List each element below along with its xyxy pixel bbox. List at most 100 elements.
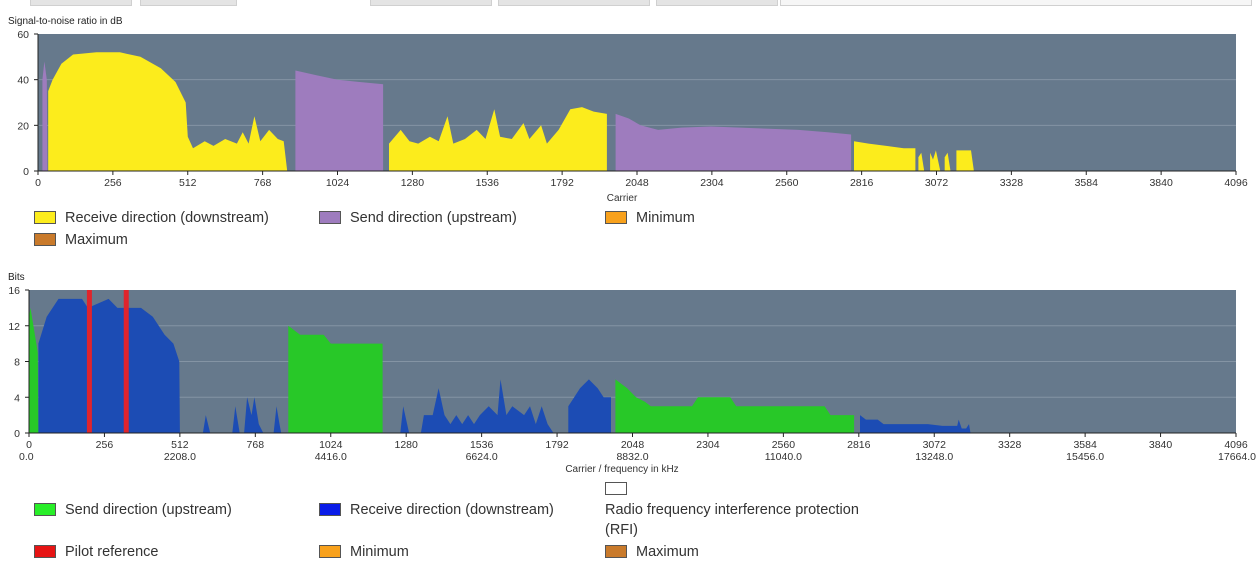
tab-3[interactable] (370, 0, 492, 6)
bits-x-tick-label-15: 3840 (1149, 439, 1173, 451)
bits-series-1-area-1 (202, 415, 211, 433)
bits-x-tick-label-4: 1024 (319, 439, 343, 451)
tab-1[interactable] (30, 0, 132, 6)
snr-legend-minimum-label: Minimum (636, 210, 695, 226)
bits-series-1-area-3 (244, 397, 264, 433)
bits-legend-upstream: Send direction (upstream) (34, 500, 232, 520)
bits-x-tick-label-6: 1536 (470, 439, 494, 451)
bits-legend-minimum-swatch (319, 545, 341, 558)
snr-legend-downstream-label: Receive direction (downstream) (65, 210, 269, 226)
snr-legend-upstream: Send direction (upstream) (319, 208, 517, 228)
bits-y-tick-label-3: 12 (8, 321, 20, 333)
bits-y-tick-label-2: 8 (14, 357, 20, 369)
snr-x-tick-label-6: 1536 (476, 177, 500, 189)
snr-series-1-area-4 (930, 150, 941, 171)
bits-legend-maximum-swatch (605, 545, 627, 558)
bits-legend-pilot-label: Pilot reference (65, 544, 159, 560)
snr-x-tick-label-16: 4096 (1224, 177, 1248, 189)
snr-x-tick-label-15: 3840 (1149, 177, 1173, 189)
snr-x-tick-label-1: 256 (104, 177, 122, 189)
bits-legend-rfi-label: Radio frequency interference protection … (605, 502, 859, 538)
snr-legend-maximum-label: Maximum (65, 232, 128, 248)
snr-series-1-area-6 (956, 150, 974, 171)
bits-freq-tick-label-7: 15456.0 (1066, 451, 1104, 463)
bits-legend-minimum-label: Minimum (350, 544, 409, 560)
tab-4[interactable] (498, 0, 650, 6)
snr-series-1-area-3 (918, 152, 925, 171)
bits-legend-downstream-swatch (319, 503, 341, 516)
snr-y-tick-label-0: 0 (23, 166, 29, 178)
snr-series-1-area-2 (854, 141, 916, 171)
bits-ylabel: Bits (8, 272, 25, 283)
snr-x-tick-label-4: 1024 (326, 177, 350, 189)
snr-legend-upstream-swatch (319, 211, 341, 224)
snr-legend-maximum: Maximum (34, 230, 128, 250)
bits-freq-tick-label-6: 13248.0 (915, 451, 953, 463)
bits-x-tick-label-1: 256 (96, 439, 114, 451)
tab-strip (0, 0, 1259, 6)
bits-legend-rfi-swatch (605, 482, 627, 495)
bits-freq-tick-label-5: 11040.0 (765, 451, 802, 463)
snr-x-tick-label-14: 3584 (1075, 177, 1099, 189)
bits-freq-tick-label-8: 17664.0 (1218, 451, 1256, 463)
bits-legend-upstream-swatch (34, 503, 56, 516)
snr-series-0-area-2 (615, 113, 852, 171)
bits-legend-pilot: Pilot reference (34, 542, 159, 562)
snr-xlabel: Carrier (607, 193, 638, 204)
snr-legend-minimum-swatch (605, 211, 627, 224)
snr-x-tick-label-13: 3328 (1000, 177, 1024, 189)
snr-x-tick-label-11: 2816 (850, 177, 874, 189)
bits-x-tick-label-7: 1792 (545, 439, 569, 451)
snr-x-tick-label-2: 512 (179, 177, 197, 189)
bits-legend-downstream: Receive direction (downstream) (319, 500, 554, 520)
bits-y-tick-label-4: 16 (8, 285, 20, 297)
snr-x-tick-label-12: 3072 (925, 177, 949, 189)
bits-series-0-area-2 (615, 379, 855, 433)
bits-y-tick-label-1: 4 (14, 392, 20, 404)
tab-2[interactable] (140, 0, 237, 6)
snr-series-1-area-0 (48, 52, 288, 171)
snr-y-tick-label-3: 60 (17, 29, 29, 41)
snr-series-1-area-5 (944, 152, 951, 171)
snr-ylabel: Signal-to-noise ratio in dB (8, 16, 123, 27)
snr-y-tick-label-1: 20 (17, 120, 29, 132)
bits-series-1-area-4 (273, 406, 282, 433)
bits-series-1-area-8 (860, 415, 971, 433)
bits-series-1-area-7 (568, 379, 611, 433)
bits-freq-tick-label-1: 2208.0 (164, 451, 196, 463)
bits-freq-tick-label-3: 6624.0 (466, 451, 498, 463)
snr-x-tick-label-7: 1792 (550, 177, 574, 189)
bits-series-0-area-0 (29, 307, 39, 433)
bits-x-tick-label-12: 3072 (923, 439, 947, 451)
snr-series-0-area-0 (42, 61, 48, 171)
snr-legend-minimum: Minimum (605, 208, 695, 228)
bits-legend-pilot-swatch (34, 545, 56, 558)
bits-x-tick-label-11: 2816 (847, 439, 871, 451)
bits-x-tick-label-9: 2304 (696, 439, 720, 451)
bits-pilot-line-0 (86, 290, 92, 433)
tab-5[interactable] (656, 0, 778, 6)
snr-y-tick-label-2: 40 (17, 75, 29, 87)
snr-x-tick-label-10: 2560 (775, 177, 799, 189)
bits-x-tick-label-0: 0 (26, 439, 32, 451)
snr-series-0-area-1 (295, 70, 384, 171)
snr-series-1-area-1 (389, 107, 607, 171)
bits-xlabel: Carrier / frequency in kHz (565, 464, 678, 475)
snr-x-tick-label-9: 2304 (700, 177, 724, 189)
bits-freq-tick-label-0: 0.0 (19, 451, 34, 463)
bits-x-tick-label-8: 2048 (621, 439, 645, 451)
tab-6[interactable] (780, 0, 1252, 6)
bits-x-tick-label-10: 2560 (772, 439, 796, 451)
bits-x-tick-label-5: 1280 (395, 439, 419, 451)
bits-freq-tick-label-2: 4416.0 (315, 451, 347, 463)
bits-legend-minimum: Minimum (319, 542, 409, 562)
bits-x-tick-label-2: 512 (171, 439, 189, 451)
bits-pilot-line-1 (123, 290, 129, 433)
bits-x-tick-label-16: 4096 (1224, 439, 1248, 451)
bits-x-tick-label-3: 768 (247, 439, 265, 451)
snr-legend-upstream-label: Send direction (upstream) (350, 210, 517, 226)
bits-series-1-area-5 (400, 406, 410, 433)
bits-series-1-area-0 (38, 298, 180, 433)
snr-legend-downstream-swatch (34, 211, 56, 224)
bits-series-1-area-6 (420, 379, 554, 433)
